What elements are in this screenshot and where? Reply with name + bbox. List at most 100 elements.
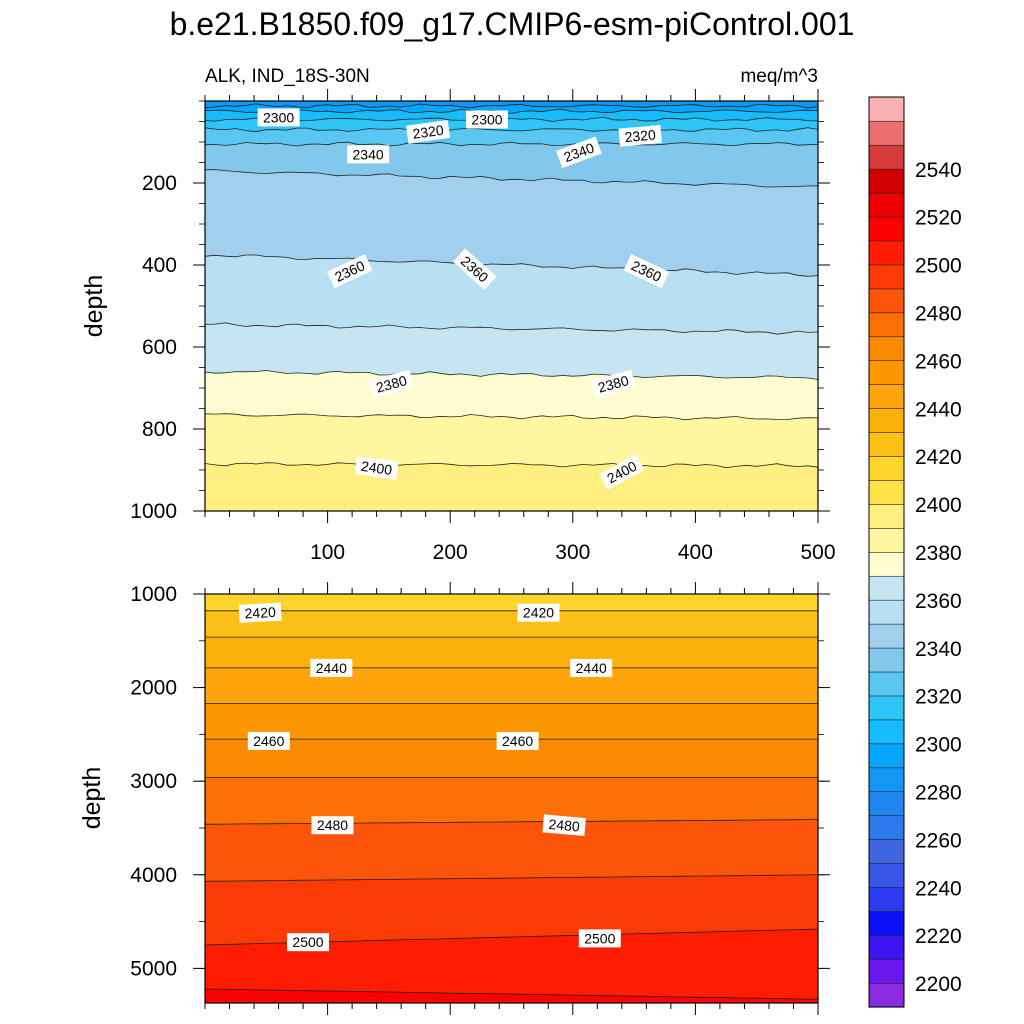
colorbar-swatch xyxy=(868,958,905,984)
colorbar-swatch xyxy=(868,336,905,362)
contour-label-box xyxy=(570,658,613,677)
contour-band xyxy=(205,109,818,122)
contour-line xyxy=(205,322,818,335)
contour-label-box xyxy=(257,108,300,127)
contour-label-box xyxy=(517,603,560,622)
contour-band xyxy=(205,322,818,380)
contour-label: 2400 xyxy=(354,456,399,480)
contour-label-text: 2420 xyxy=(523,605,554,621)
contour-line xyxy=(205,103,818,109)
contour-label-box xyxy=(453,248,497,290)
colorbar-swatch xyxy=(868,264,905,290)
contour-label-box xyxy=(496,731,539,750)
colorbar-swatch xyxy=(868,384,905,409)
colorbar: 2200 2220 2240 2260 2280 2300 2320 2340 2360 2380… xyxy=(868,96,962,1008)
contour-line xyxy=(205,874,818,882)
upper-panel: ALK, IND_18S-30N meq/m^3 2300 2320 2300 234… xyxy=(80,66,836,564)
colorbar-swatch xyxy=(868,623,905,649)
contour-band xyxy=(205,989,818,1003)
upper-contour-fill xyxy=(205,101,818,511)
contour-label: 2320 xyxy=(618,125,662,147)
y-tick-label: 400 xyxy=(142,254,177,277)
contour-label-box xyxy=(354,456,399,480)
colorbar-label: 2440 xyxy=(915,398,962,421)
colorbar-swatch xyxy=(868,647,905,673)
contour-label: 2460 xyxy=(247,731,290,750)
colorbar-swatch xyxy=(868,168,905,194)
colorbar-swatch xyxy=(868,671,905,697)
contour-line xyxy=(205,254,818,277)
colorbar-label: 2380 xyxy=(915,542,962,565)
colorbar-swatch xyxy=(868,120,905,146)
colorbar-swatch xyxy=(868,886,905,912)
colorbar-swatch xyxy=(868,360,905,385)
contour-band xyxy=(205,667,818,704)
colorbar-label: 2420 xyxy=(915,446,962,469)
contour-label-box xyxy=(578,929,621,948)
upper-y-axis-label: depth xyxy=(80,275,108,338)
x-tick-label: 400 xyxy=(678,541,713,564)
contour-label: 2300 xyxy=(466,110,508,129)
contour-label-text: 2500 xyxy=(292,934,323,950)
contour-label-text: 2440 xyxy=(316,660,347,676)
contour-label: 2420 xyxy=(238,602,282,623)
colorbar-swatch xyxy=(868,551,905,577)
colorbar-swatch xyxy=(868,240,905,266)
colorbar-label: 2460 xyxy=(915,350,962,373)
colorbar-swatch xyxy=(868,408,905,433)
y-tick-label: 4000 xyxy=(130,864,177,887)
colorbar-label: 2520 xyxy=(915,207,962,230)
contour-label: 2440 xyxy=(570,658,613,677)
colorbar-label: 2480 xyxy=(915,303,962,326)
contour-band xyxy=(205,777,818,825)
colorbar-frame xyxy=(868,96,905,1008)
contour-label-text: 2300 xyxy=(471,112,502,128)
contour-band xyxy=(205,739,818,778)
colorbar-label: 2400 xyxy=(915,494,962,517)
colorbar-swatch xyxy=(868,288,905,314)
contour-band xyxy=(205,610,818,638)
left-subtitle: ALK, IND_18S-30N xyxy=(205,66,370,87)
contour-line xyxy=(205,108,818,114)
contour-label-box xyxy=(287,933,329,952)
y-tick-label: 600 xyxy=(142,336,177,359)
contour-label-text: 2460 xyxy=(253,733,284,749)
right-subtitle: meq/m^3 xyxy=(740,66,818,87)
colorbar-swatch xyxy=(868,791,905,817)
contour-band xyxy=(205,169,818,277)
contour-band xyxy=(205,929,818,1000)
contour-line xyxy=(205,819,818,825)
contour-label: 2380 xyxy=(590,369,636,399)
contour-line xyxy=(205,127,818,133)
contour-label-text: 2340 xyxy=(353,146,384,162)
x-tick-label: 100 xyxy=(310,541,345,564)
contour-label: 2460 xyxy=(496,731,539,750)
contour-label-box xyxy=(347,145,390,164)
y-tick-label: 800 xyxy=(142,418,177,441)
contour-label-text: 2500 xyxy=(584,930,615,946)
colorbar-swatch xyxy=(868,695,905,721)
upper-axes: 200 400 600 800 1000 100 200 300 400 500 xyxy=(130,89,836,564)
contour-label-text: 2480 xyxy=(548,816,581,835)
contour-label-box xyxy=(310,658,353,677)
contour-line xyxy=(205,988,818,1000)
colorbar-swatch xyxy=(868,982,905,1008)
contour-line xyxy=(205,141,818,147)
colorbar-swatch xyxy=(868,192,905,218)
colorbar-swatch xyxy=(868,96,905,122)
colorbar-swatch xyxy=(868,743,905,769)
contour-band xyxy=(205,819,818,882)
contour-band xyxy=(205,703,818,740)
contour-band xyxy=(205,413,818,468)
colorbar-label: 2340 xyxy=(915,638,962,661)
contour-line xyxy=(205,370,818,380)
contour-label-text: 2320 xyxy=(412,122,445,142)
colorbar-swatch xyxy=(868,216,905,242)
lower-y-axis-label: depth xyxy=(78,767,106,830)
chart-title: b.e21.B1850.f09_g17.CMIP6-esm-piControl.… xyxy=(170,6,855,42)
contour-line xyxy=(205,116,818,122)
contour-label-box xyxy=(590,369,636,399)
colorbar-swatch xyxy=(868,719,905,745)
contour-line xyxy=(205,169,818,188)
contour-label-box xyxy=(466,110,508,129)
